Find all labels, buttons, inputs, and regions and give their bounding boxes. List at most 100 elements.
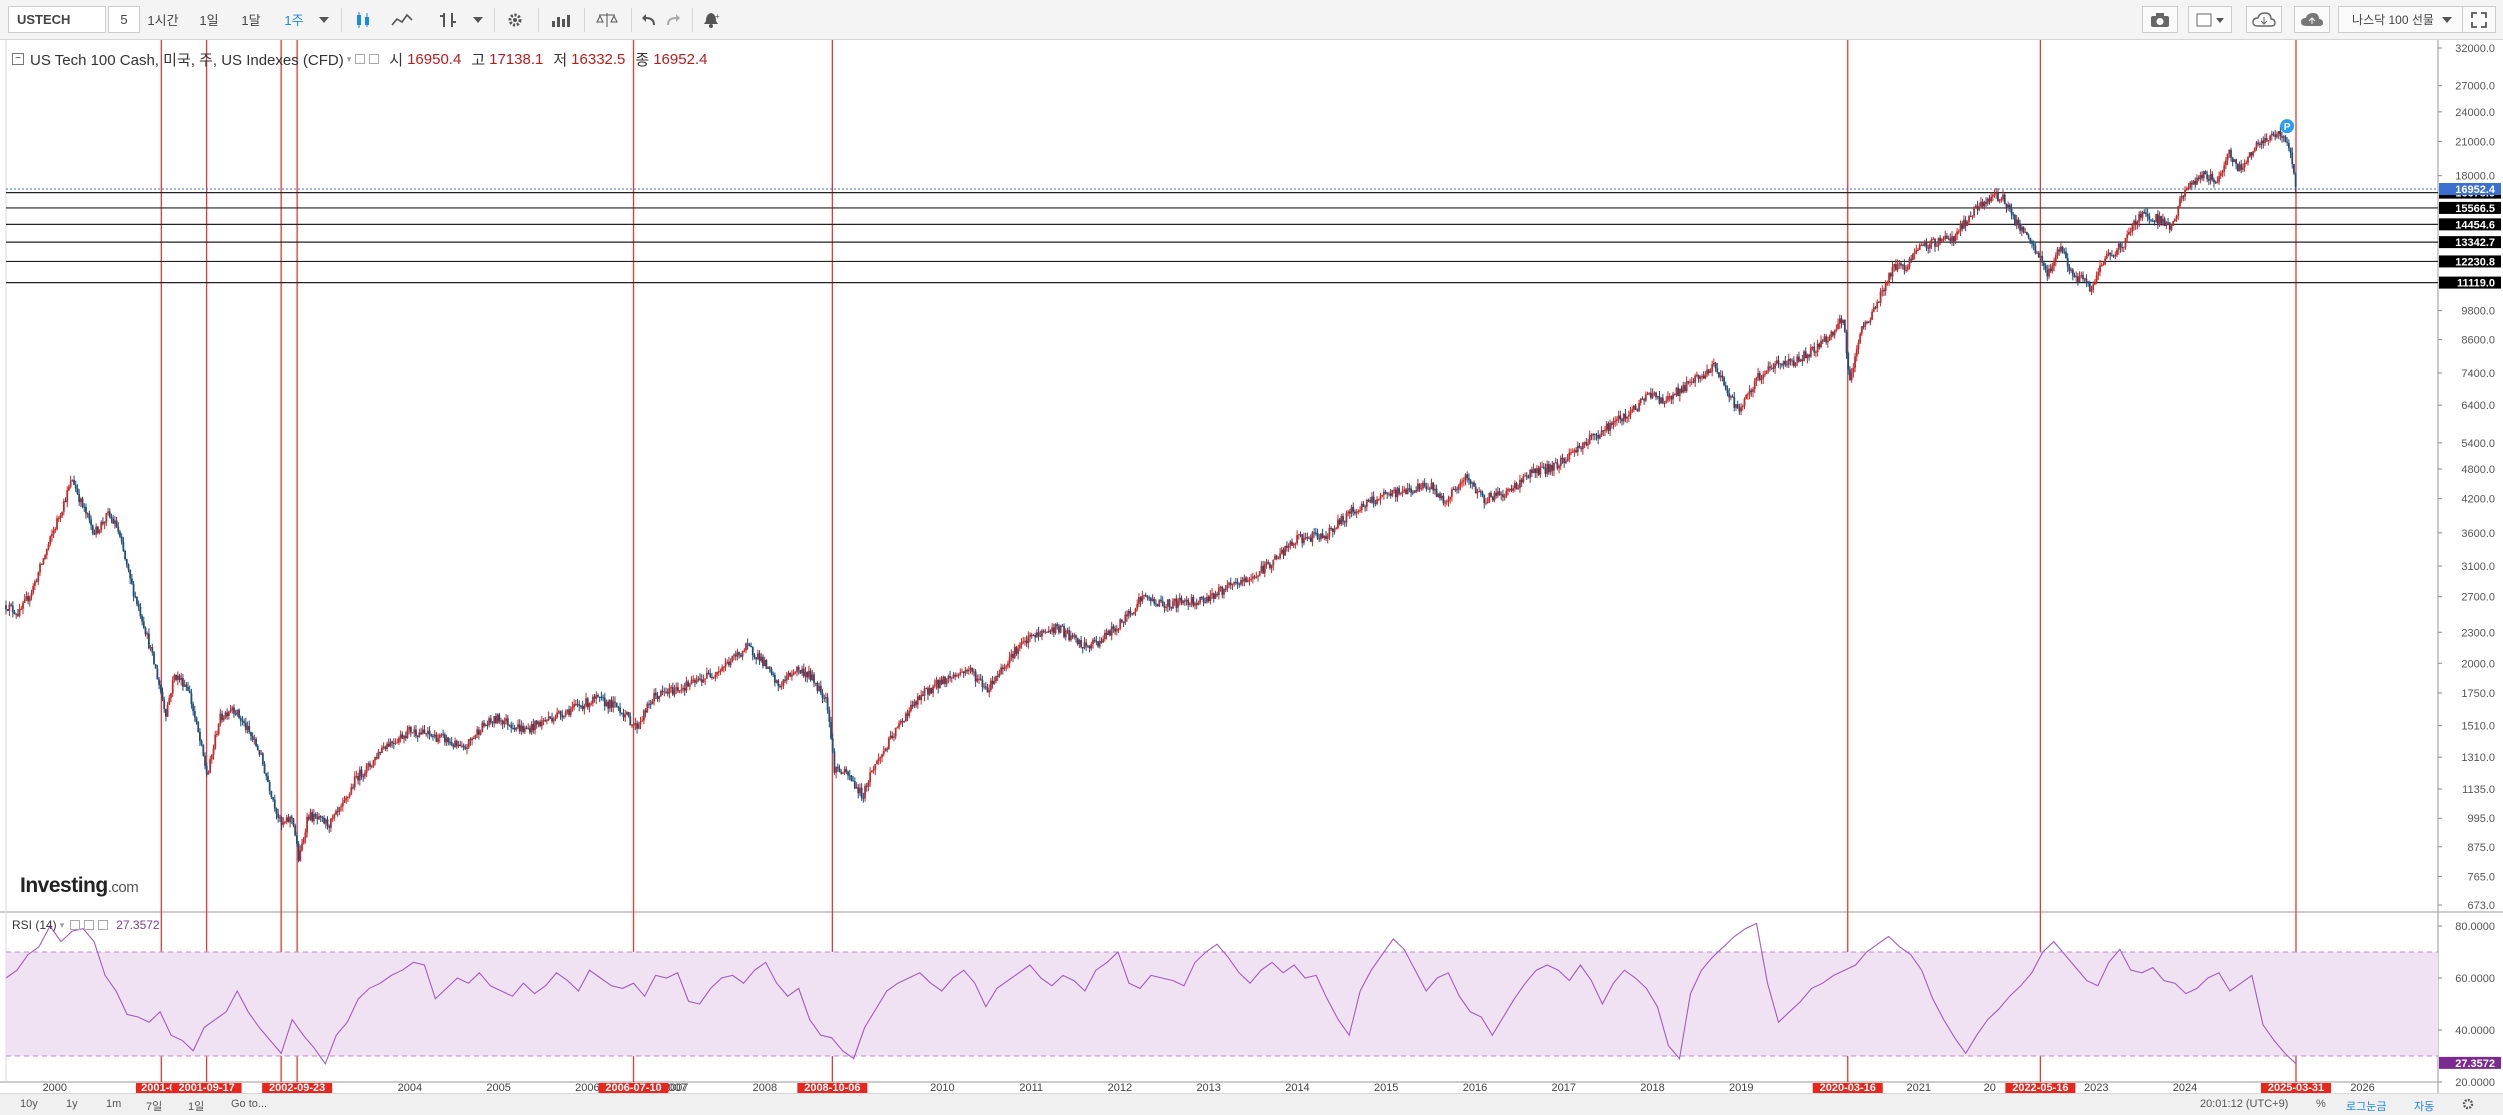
candle-body [187,686,189,691]
candle-body [1901,264,1904,266]
level-price-tag [2439,218,2501,231]
candle-body [1934,239,1936,247]
candle-body [745,643,747,651]
candle-body [901,720,904,723]
rsi-hide-icon[interactable] [84,920,95,930]
candle-body [1930,239,1933,245]
interval-input[interactable]: 5 [108,6,140,33]
candle-body [935,679,938,685]
range-7d-button[interactable]: 7일 [146,1101,163,1113]
scale-compare-icon[interactable] [590,6,624,33]
candle-body [1781,364,1783,366]
timeframe-1m-button[interactable]: 1달 [241,13,261,28]
candle-body [103,521,106,524]
candle-body [653,692,656,702]
chevron-down-icon[interactable]: ▾ [59,919,65,930]
rsi-legend: RSI (14) ▾ 27.3572 [12,918,160,932]
indicators-icon[interactable] [544,6,578,33]
x-tick-label: 2011 [1019,1082,1043,1093]
timeframe-1h-button[interactable]: 1시간 [147,13,179,28]
alert-bell-icon[interactable]: + [696,6,726,33]
contract-selector[interactable]: 나스닥 100 선물 [2338,6,2466,33]
percent-toggle[interactable]: % [2316,1098,2326,1110]
candle-body [1702,375,1705,379]
timeframe-1d-button[interactable]: 1일 [199,13,219,28]
candle-body [1505,490,1508,497]
camera-icon[interactable] [2142,6,2178,33]
candle-body [108,511,111,518]
layout-square-icon[interactable] [2188,6,2232,33]
legend-hide-icon[interactable] [369,54,380,64]
candle-body [957,674,960,676]
dropdown-caret-icon[interactable] [469,6,487,33]
candle-body [348,793,351,797]
candle-body [576,703,579,705]
timeframe-dropdown-caret-icon[interactable] [313,6,335,33]
cloud-load-icon[interactable] [2246,6,2282,33]
candle-body [350,787,353,794]
event-date-label: 2002-09-23 [269,1082,325,1093]
candle-body [275,808,278,814]
candle-body [1942,238,1945,240]
candle-body [1408,488,1411,490]
range-1m-button[interactable]: 1m [106,1098,122,1110]
goto-button[interactable]: Go to... [231,1098,268,1110]
candle-body [2175,215,2178,219]
candle-body [671,687,674,695]
candle-body [1682,385,1685,393]
candle-body [1706,369,1708,375]
redo-icon[interactable] [660,6,686,33]
candle-body [1867,322,1870,324]
candle-body [1347,511,1350,514]
settings-gear-icon[interactable] [500,6,530,33]
level-price-tag [2439,236,2501,249]
candle-body [258,750,261,755]
legend-settings-icon[interactable] [355,54,366,64]
candle-body [1061,625,1064,627]
candle-body [2094,282,2096,285]
symbol-input[interactable]: USTECH [8,6,106,33]
rsi-settings-icon[interactable] [70,920,81,930]
cloud-save-icon[interactable] [2294,6,2330,33]
candle-body [113,520,116,524]
rsi-close-icon[interactable] [98,920,109,930]
candle-body [876,761,878,765]
candle-body [1893,264,1896,267]
candle-body [1811,346,1814,348]
settings-gear-icon[interactable] [2462,1098,2474,1113]
candle-body [192,704,195,712]
candle-body [1173,598,1176,601]
candles-icon[interactable] [347,6,379,33]
timeframe-1w-button[interactable]: 1주 [284,13,304,28]
log-scale-toggle[interactable]: 로그눈금 [2346,1101,2387,1113]
line-chart-icon[interactable] [385,6,419,33]
candle-body [530,723,533,733]
candle-body [874,764,877,770]
candle-body [438,734,441,739]
collapse-toggle-icon[interactable]: − [12,53,24,65]
bar-style-icon[interactable] [431,6,465,33]
candle-body [512,727,514,729]
candle-body [1289,541,1292,546]
candle-body [2160,216,2163,224]
auto-scale-toggle[interactable]: 자동 [2414,1101,2435,1113]
chevron-down-icon[interactable]: ▾ [346,53,352,64]
event-date-tag [797,1083,868,1093]
range-1d-button[interactable]: 1일 [188,1101,205,1113]
chart-area[interactable]: 32000.0 27000.0 24000.0 21000.0 18000.0 9800.… [0,40,2503,1093]
undo-icon[interactable] [636,6,662,33]
range-10y-button[interactable]: 10y [20,1098,38,1110]
candle-body [1808,354,1811,357]
candle-body [1626,416,1629,419]
fullscreen-icon[interactable] [2462,6,2496,33]
candle-body [1927,247,1930,249]
candle-body [202,744,205,756]
candle-body [459,744,462,747]
candle-body [811,674,814,681]
level-price-tag [2439,255,2501,268]
candle-body [857,787,860,794]
range-1y-button[interactable]: 1y [66,1098,78,1110]
candle-body [884,748,887,751]
candle-body [1451,489,1453,497]
y-tick-label: 7400.0 [2461,368,2495,380]
